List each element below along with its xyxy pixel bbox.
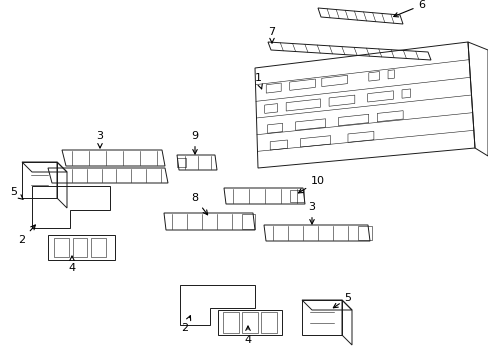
Text: 10: 10 <box>298 176 325 193</box>
Text: 5: 5 <box>333 293 351 308</box>
Text: 7: 7 <box>268 27 275 43</box>
Text: 4: 4 <box>68 256 76 273</box>
Text: 2: 2 <box>19 225 35 245</box>
Text: 8: 8 <box>191 193 207 215</box>
Text: 1: 1 <box>254 73 262 89</box>
Text: 4: 4 <box>244 326 251 345</box>
Text: 5: 5 <box>10 187 23 199</box>
Text: 2: 2 <box>181 316 190 333</box>
Text: 3: 3 <box>96 131 103 148</box>
Text: 6: 6 <box>393 0 425 17</box>
Text: 3: 3 <box>308 202 315 224</box>
Text: 9: 9 <box>191 131 198 154</box>
